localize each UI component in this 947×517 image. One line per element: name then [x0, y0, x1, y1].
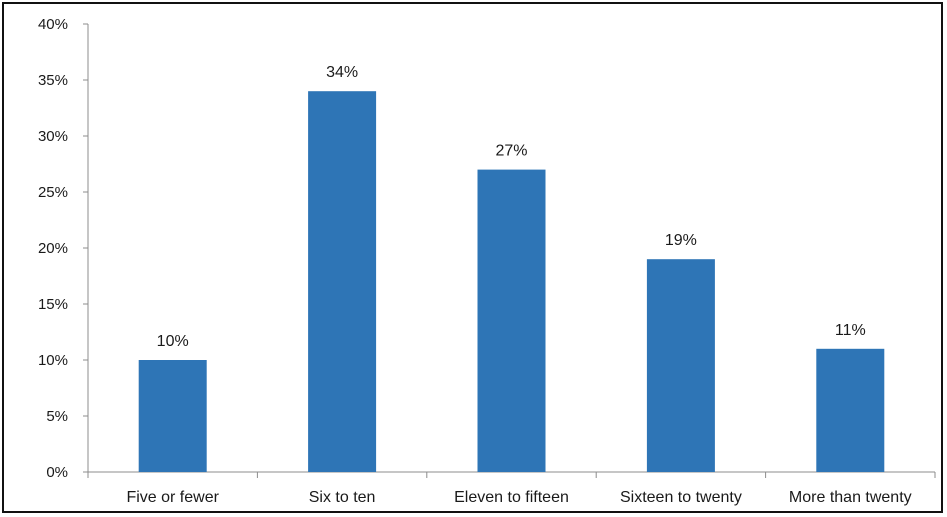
- y-tick-label: 5%: [46, 408, 68, 425]
- category-label: More than twenty: [789, 489, 912, 506]
- category-label: Six to ten: [309, 489, 376, 506]
- bar: [646, 259, 715, 472]
- bar: [138, 360, 207, 472]
- y-tick-label: 10%: [38, 352, 68, 369]
- category-label: Five or fewer: [126, 489, 219, 506]
- bar: [477, 169, 546, 472]
- y-tick-label: 40%: [38, 16, 68, 33]
- y-tick-label: 35%: [38, 72, 68, 89]
- data-label: 10%: [157, 333, 189, 350]
- data-label: 11%: [835, 322, 866, 339]
- y-tick-label: 20%: [38, 240, 68, 257]
- category-label: Eleven to fifteen: [454, 489, 569, 506]
- y-tick-label: 25%: [38, 184, 68, 201]
- y-tick-label: 15%: [38, 296, 68, 313]
- data-label: 27%: [495, 143, 527, 160]
- bar: [308, 91, 377, 472]
- data-label: 34%: [326, 64, 358, 81]
- category-label: Sixteen to twenty: [620, 489, 742, 506]
- y-tick-label: 30%: [38, 128, 68, 145]
- data-label: 19%: [665, 232, 697, 249]
- bar: [816, 348, 885, 472]
- y-tick-label: 0%: [46, 464, 68, 481]
